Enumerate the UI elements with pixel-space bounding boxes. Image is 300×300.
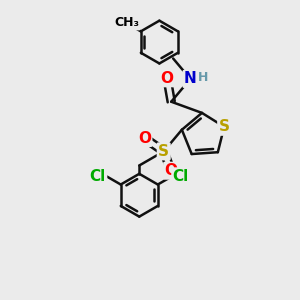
- Text: O: O: [160, 71, 174, 86]
- Text: O: O: [138, 130, 151, 146]
- Text: Cl: Cl: [173, 169, 189, 184]
- Text: S: S: [158, 144, 169, 159]
- Text: O: O: [165, 163, 178, 178]
- Text: Cl: Cl: [89, 169, 106, 184]
- Text: N: N: [184, 71, 197, 86]
- Text: CH₃: CH₃: [114, 16, 139, 29]
- Text: H: H: [198, 71, 208, 84]
- Text: S: S: [219, 119, 230, 134]
